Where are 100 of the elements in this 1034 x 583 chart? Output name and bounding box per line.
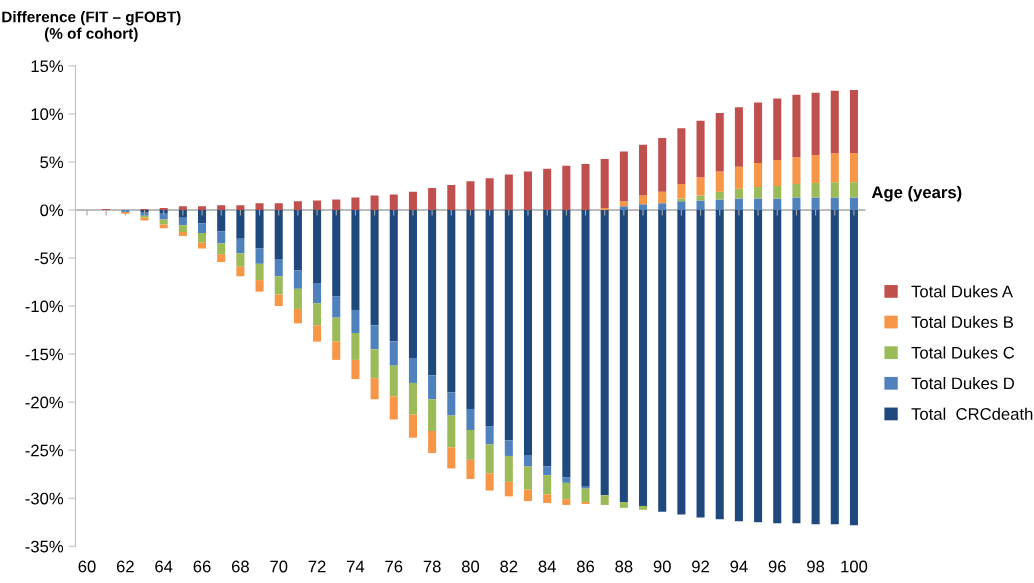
x-axis-title: Age (years) xyxy=(871,185,962,202)
x-tick-label: 76 xyxy=(385,560,403,573)
bar xyxy=(811,197,820,210)
bar xyxy=(696,177,705,196)
bar xyxy=(639,144,648,196)
bar xyxy=(504,174,513,210)
bar xyxy=(658,191,667,204)
x-tick-label: 80 xyxy=(461,560,480,573)
bar xyxy=(639,210,648,506)
bar xyxy=(523,210,533,455)
bar xyxy=(217,254,226,262)
bar xyxy=(332,199,341,210)
bar xyxy=(677,210,686,515)
bar xyxy=(830,182,839,198)
bar xyxy=(408,210,417,358)
bar xyxy=(485,426,494,445)
bar xyxy=(217,243,226,255)
x-tick-label: 88 xyxy=(615,560,633,573)
bar xyxy=(773,160,782,186)
bar xyxy=(715,191,724,200)
bar xyxy=(255,248,264,264)
bar xyxy=(523,466,533,490)
bar xyxy=(715,171,724,192)
bar xyxy=(255,280,264,292)
bar xyxy=(619,502,628,508)
x-tick-label: 70 xyxy=(270,560,288,573)
bar xyxy=(198,223,207,234)
bar xyxy=(313,325,322,342)
bar xyxy=(447,185,456,210)
x-tick-label: 98 xyxy=(807,560,825,573)
bar xyxy=(274,210,283,259)
bar xyxy=(562,165,571,210)
bar xyxy=(696,210,705,518)
bar xyxy=(428,210,437,376)
bar xyxy=(255,263,264,281)
bar xyxy=(274,203,283,210)
bar xyxy=(792,157,801,185)
y-tick-label: 0% xyxy=(40,204,64,217)
bar xyxy=(389,396,398,420)
bar xyxy=(332,296,341,318)
bar xyxy=(677,128,686,185)
bar xyxy=(274,276,283,295)
x-tick-label: 66 xyxy=(193,560,211,573)
bar xyxy=(447,415,456,448)
bar xyxy=(389,341,398,366)
bar xyxy=(274,294,283,307)
bar xyxy=(198,206,207,210)
bar xyxy=(619,151,628,202)
y-tick-label: -15% xyxy=(25,348,64,361)
bar xyxy=(236,253,245,267)
bar xyxy=(600,210,609,496)
bar xyxy=(639,204,648,210)
bar xyxy=(677,201,686,210)
bar xyxy=(332,317,341,342)
x-tick-label: 100 xyxy=(841,560,868,573)
y-tick-label: -35% xyxy=(25,540,64,553)
bar xyxy=(504,440,513,456)
bar xyxy=(332,210,341,297)
bar xyxy=(734,198,743,210)
bar xyxy=(792,184,801,198)
bar xyxy=(504,210,513,441)
bar xyxy=(849,153,858,183)
bar xyxy=(619,210,628,503)
bar xyxy=(677,184,686,199)
bar xyxy=(178,232,187,236)
bar xyxy=(466,181,475,210)
x-tick-label: 82 xyxy=(500,560,518,573)
bar xyxy=(217,205,226,210)
bar xyxy=(389,365,398,397)
bar xyxy=(639,505,648,510)
bar xyxy=(293,270,302,289)
bar xyxy=(447,392,456,416)
bar xyxy=(754,162,763,187)
bar xyxy=(811,92,820,156)
bar xyxy=(581,488,590,503)
bar xyxy=(370,210,379,326)
y-tick-label: 10% xyxy=(31,108,64,121)
bar xyxy=(428,375,437,400)
bar xyxy=(178,217,187,226)
bar xyxy=(351,197,360,210)
bar xyxy=(504,481,513,497)
bar xyxy=(466,408,475,431)
bar xyxy=(389,194,398,210)
x-tick-label: 94 xyxy=(730,560,748,573)
bar xyxy=(734,210,743,522)
bar xyxy=(447,447,456,469)
bar xyxy=(236,238,245,254)
bar xyxy=(370,325,379,350)
bar xyxy=(754,186,763,199)
bar xyxy=(792,197,801,210)
bar xyxy=(293,288,302,309)
bar xyxy=(734,188,743,199)
bar xyxy=(159,213,168,220)
bar xyxy=(658,203,667,210)
y-tick-label: 5% xyxy=(40,156,64,169)
x-tick-label: 86 xyxy=(576,560,595,573)
bar xyxy=(236,266,245,277)
bar xyxy=(543,494,552,504)
bar xyxy=(389,210,398,342)
bar xyxy=(562,210,571,478)
